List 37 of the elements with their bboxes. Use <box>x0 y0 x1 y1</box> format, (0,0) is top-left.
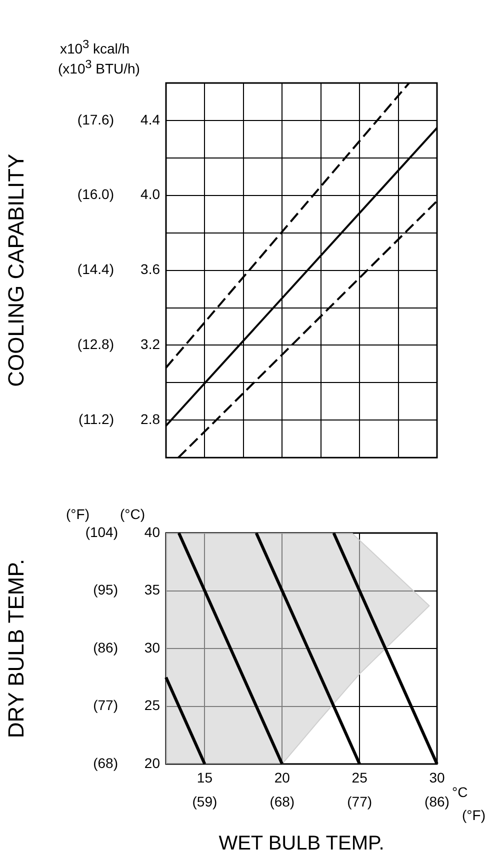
y-tick-label: 3.6 <box>140 261 160 278</box>
y-tick-label: 20 <box>144 754 160 771</box>
y2-tick-label: (16.0) <box>77 186 114 202</box>
x-axis-title: WET BULB TEMP. <box>218 832 384 855</box>
x2-tick-label: (68) <box>270 793 295 810</box>
y2-tick-label: (95) <box>93 582 118 598</box>
y2-tick-label: (86) <box>93 639 118 656</box>
text: (x10$^{3}$ BTU/h) <box>58 57 140 77</box>
text: °C <box>452 784 468 800</box>
y2-tick-label: (17.6) <box>77 111 114 128</box>
x-tick-label: 20 <box>274 769 290 786</box>
x-tick-label: 25 <box>352 769 368 786</box>
y-tick-label: 3.2 <box>140 336 160 352</box>
y2-tick-label: (14.4) <box>77 261 114 278</box>
y2-axis-title: DRY BULB TEMP. <box>3 558 28 738</box>
x-tick-label: 15 <box>196 769 213 786</box>
text: (°F) <box>462 807 486 823</box>
y2-axis-title: COOLING CAPABILITY <box>3 153 28 387</box>
y2-tick-label: (77) <box>93 697 118 714</box>
y2-tick-label: (12.8) <box>77 336 114 352</box>
y-tick-label: 35 <box>144 582 160 598</box>
y-tick-label: 30 <box>144 639 160 656</box>
y-tick-label: 4.4 <box>140 111 160 128</box>
text: (°F) <box>66 506 90 522</box>
y2-tick-label: (68) <box>93 754 118 771</box>
text: (°C) <box>120 506 146 522</box>
x-tick-label: 30 <box>429 769 445 786</box>
y-tick-label: 2.8 <box>140 411 160 427</box>
y2-tick-label: (104) <box>85 524 118 540</box>
y-tick-label: 25 <box>144 697 160 714</box>
x2-tick-label: (86) <box>424 793 450 810</box>
y-tick-label: 4.0 <box>140 186 160 202</box>
text: x10$^{3}$ kcal/h <box>60 37 130 57</box>
y2-tick-label: (11.2) <box>78 411 114 427</box>
x2-tick-label: (77) <box>347 793 372 810</box>
y-tick-label: 40 <box>144 524 160 540</box>
x2-tick-label: (59) <box>192 793 218 810</box>
